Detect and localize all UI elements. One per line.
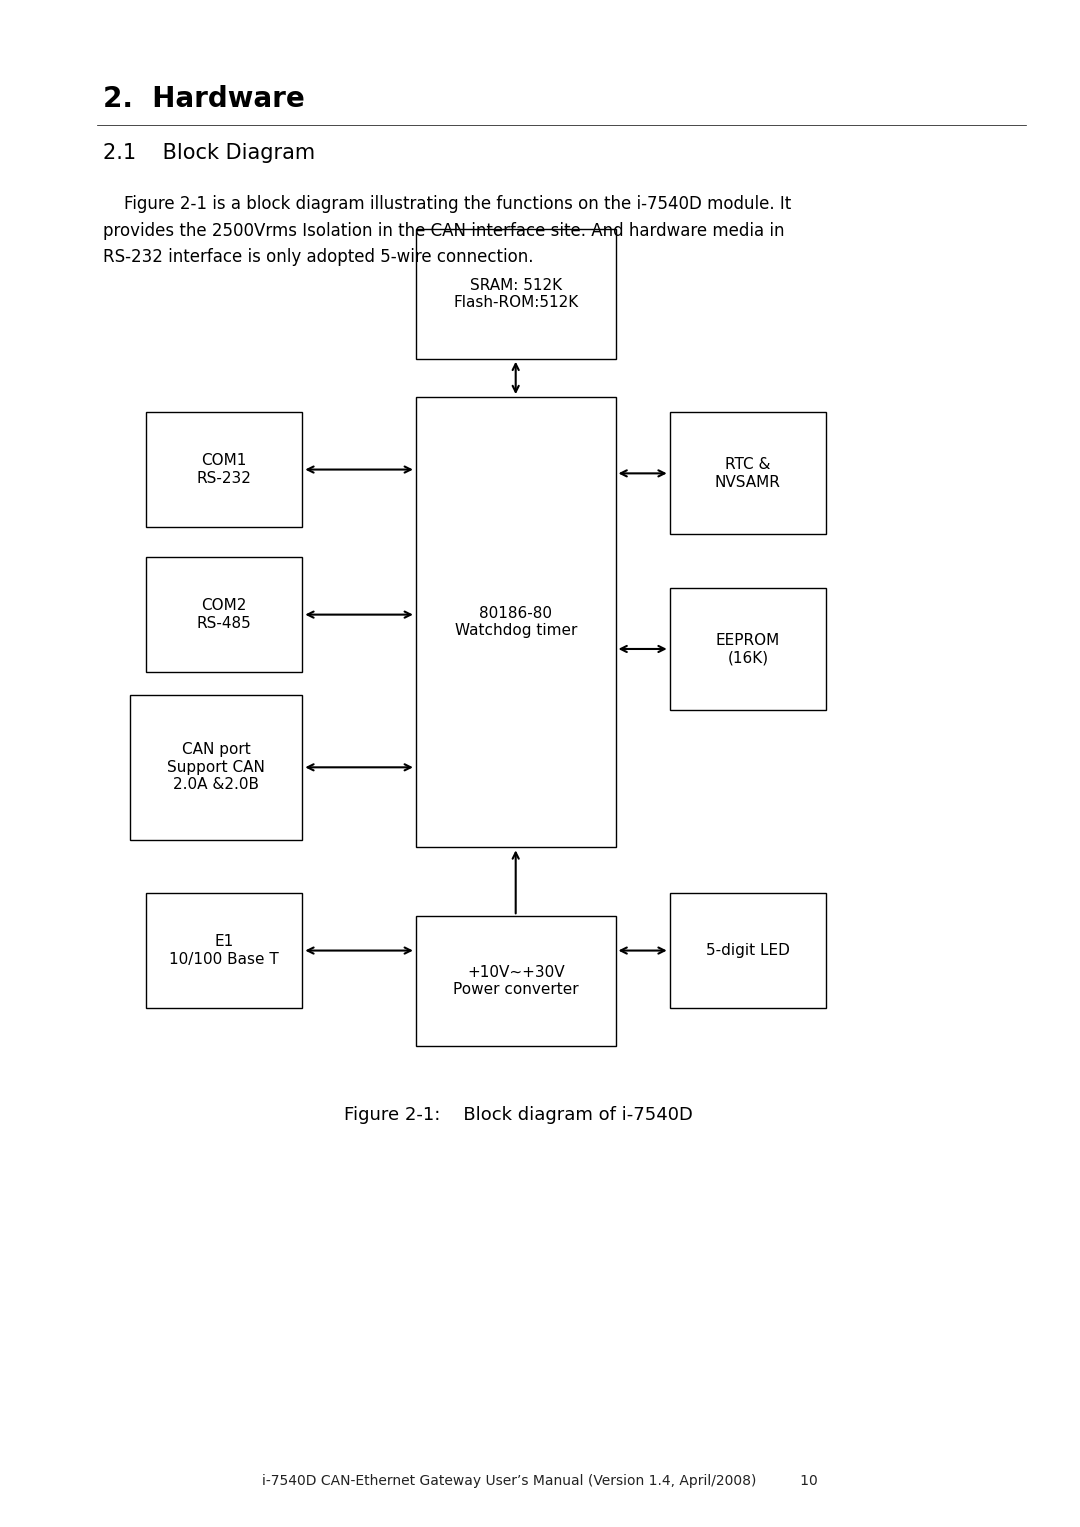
Text: CAN port
Support CAN
2.0A &2.0B: CAN port Support CAN 2.0A &2.0B: [167, 742, 265, 793]
Text: 2.1    Block Diagram: 2.1 Block Diagram: [103, 142, 314, 163]
FancyBboxPatch shape: [670, 412, 826, 534]
Text: Figure 2-1 is a block diagram illustrating the functions on the i-7540D module. : Figure 2-1 is a block diagram illustrati…: [103, 195, 791, 266]
Text: COM2
RS-485: COM2 RS-485: [197, 599, 252, 631]
Text: +10V~+30V
Power converter: +10V~+30V Power converter: [453, 965, 579, 997]
FancyBboxPatch shape: [146, 557, 302, 672]
Text: 5-digit LED: 5-digit LED: [706, 944, 789, 957]
FancyBboxPatch shape: [670, 893, 826, 1008]
FancyBboxPatch shape: [416, 916, 616, 1046]
Text: i-7540D CAN-Ethernet Gateway User’s Manual (Version 1.4, April/2008)          10: i-7540D CAN-Ethernet Gateway User’s Manu…: [262, 1474, 818, 1489]
FancyBboxPatch shape: [130, 695, 302, 840]
Text: RTC &
NVSAMR: RTC & NVSAMR: [715, 457, 781, 490]
FancyBboxPatch shape: [146, 412, 302, 527]
Text: SRAM: 512K
Flash-ROM:512K: SRAM: 512K Flash-ROM:512K: [454, 278, 578, 310]
FancyBboxPatch shape: [416, 397, 616, 847]
Text: Figure 2-1:    Block diagram of i-7540D: Figure 2-1: Block diagram of i-7540D: [343, 1106, 693, 1124]
FancyBboxPatch shape: [416, 229, 616, 359]
FancyBboxPatch shape: [670, 588, 826, 710]
Text: 2.  Hardware: 2. Hardware: [103, 86, 305, 113]
Text: COM1
RS-232: COM1 RS-232: [197, 454, 252, 486]
FancyBboxPatch shape: [146, 893, 302, 1008]
Text: 80186-80
Watchdog timer: 80186-80 Watchdog timer: [455, 606, 577, 638]
Text: EEPROM
(16K): EEPROM (16K): [716, 632, 780, 666]
Text: E1
10/100 Base T: E1 10/100 Base T: [170, 935, 279, 967]
